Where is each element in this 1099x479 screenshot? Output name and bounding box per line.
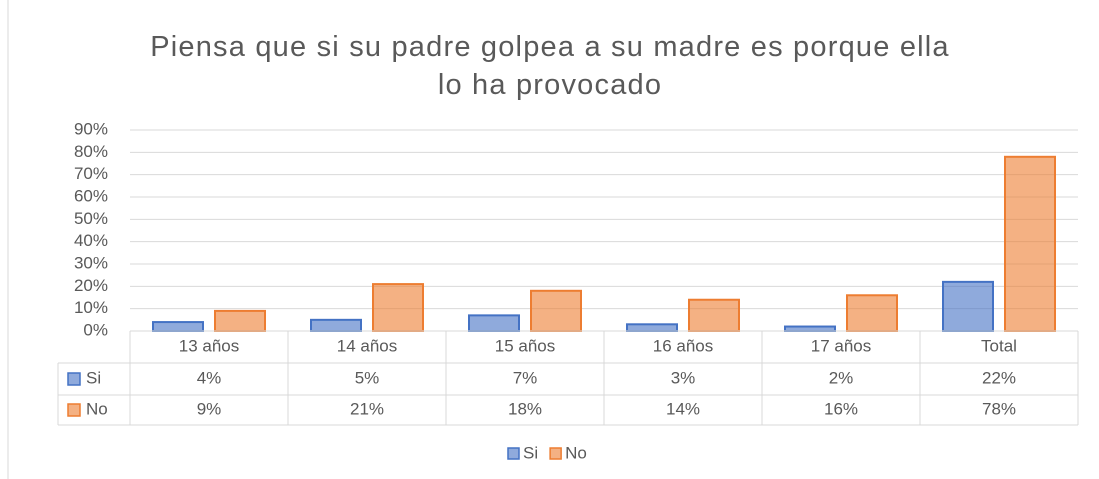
y-tick-label: 20% [74,276,108,295]
bar [152,321,204,333]
bar [784,325,836,332]
table-value: 14% [666,399,700,418]
y-tick-label: 10% [74,298,108,317]
bar [942,280,994,333]
table-value: 2% [829,368,854,387]
legend-key [507,447,520,460]
table-value: 5% [355,368,380,387]
table-value: 4% [197,368,222,387]
legend-key [67,372,81,386]
bar [626,323,678,332]
bar [468,314,520,333]
legend-key [67,403,81,417]
table-row-label: Si [86,368,101,387]
x-tick-label: 14 años [337,336,398,355]
y-tick-label: 50% [74,209,108,228]
y-tick-label: 60% [74,186,108,205]
bar [214,309,266,332]
bar [530,289,582,332]
y-tick-label: 30% [74,253,108,272]
bar [310,318,362,333]
y-tick-label: 40% [74,231,108,250]
x-tick-label: 16 años [653,336,714,355]
y-tick-label: 70% [74,164,108,183]
x-tick-label: 15 años [495,336,556,355]
bar [846,294,898,332]
chart-border [7,0,9,479]
y-tick-label: 0% [83,320,108,339]
legend-key [549,447,562,460]
table-row-label: No [86,399,108,418]
legend-label: No [565,443,587,462]
y-tick-label: 90% [74,119,108,138]
y-tick-label: 80% [74,142,108,161]
bar [372,283,424,333]
x-tick-label: 13 años [179,336,240,355]
chart-title: Piensa que si su padre golpea a su madre… [150,31,950,101]
table-value: 78% [982,399,1016,418]
table-value: 9% [197,399,222,418]
x-tick-label: Total [981,336,1017,355]
table-value: 21% [350,399,384,418]
bar [1004,155,1056,332]
table-value: 22% [982,368,1016,387]
table-value: 18% [508,399,542,418]
table-value: 16% [824,399,858,418]
bar [688,298,740,333]
table-value: 3% [671,368,696,387]
legend-label: Si [523,443,538,462]
x-tick-label: 17 años [811,336,872,355]
table-value: 7% [513,368,538,387]
